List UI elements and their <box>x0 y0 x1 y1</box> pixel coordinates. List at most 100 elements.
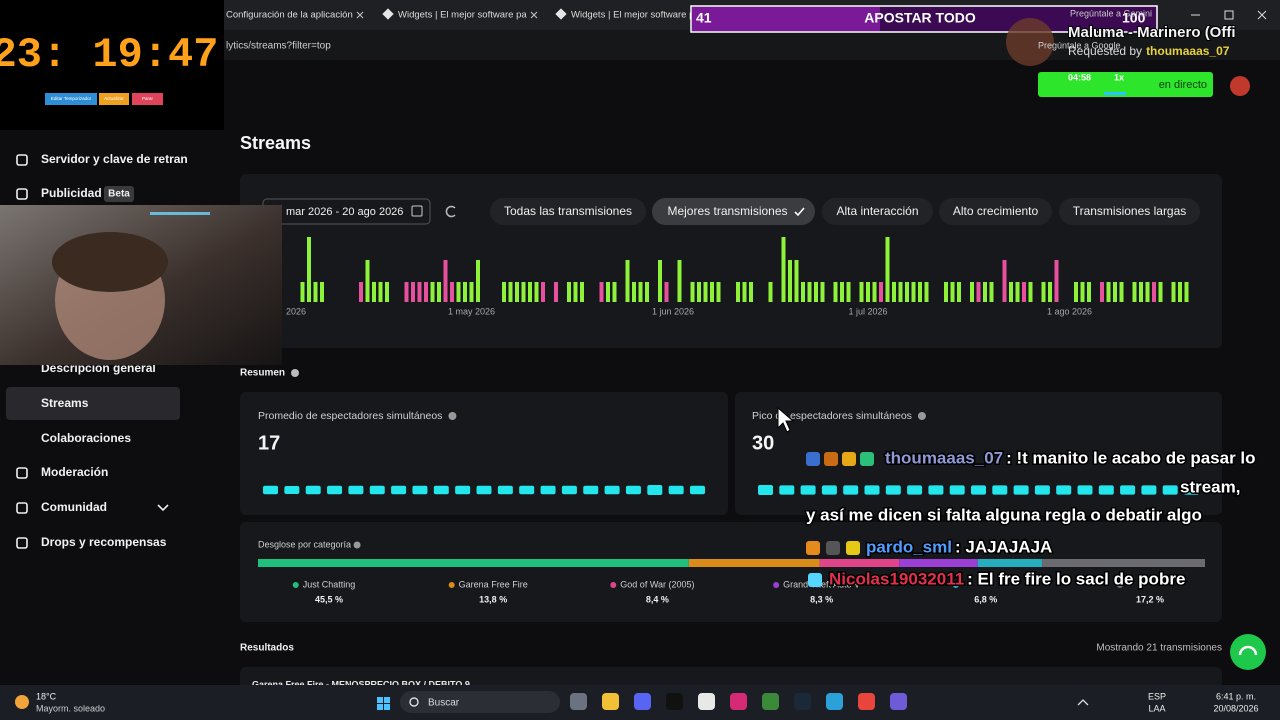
stream-bar[interactable] <box>534 282 539 302</box>
search-box[interactable] <box>400 691 560 713</box>
refresh-icon[interactable] <box>445 205 456 218</box>
filter-button[interactable] <box>939 198 1052 225</box>
window-close[interactable] <box>1257 10 1267 20</box>
stream-bar[interactable] <box>690 282 695 302</box>
stream-bar[interactable] <box>924 282 929 302</box>
stream-bar[interactable] <box>970 282 974 302</box>
stream-bar[interactable] <box>983 282 987 302</box>
stream-bar[interactable] <box>645 282 649 302</box>
filter-button[interactable] <box>652 198 815 225</box>
stream-bar[interactable] <box>1080 282 1085 302</box>
google-button[interactable]: Pregúntale a Google <box>1038 40 1121 50</box>
stream-bar[interactable] <box>320 282 324 302</box>
stream-bar[interactable] <box>1113 282 1117 302</box>
stream-bar[interactable] <box>1158 282 1163 302</box>
stream-bar[interactable] <box>911 282 916 302</box>
browser-tab[interactable]: Widgets | El mejor software pa <box>571 10 700 21</box>
start-logo[interactable] <box>384 697 390 703</box>
stream-bar[interactable] <box>859 282 864 302</box>
stream-bar[interactable] <box>625 260 630 302</box>
filter-button[interactable] <box>822 198 933 225</box>
filter-button[interactable] <box>490 198 646 225</box>
stream-bar[interactable] <box>950 282 955 302</box>
stream-bar[interactable] <box>1106 282 1111 302</box>
stream-bar[interactable] <box>989 282 994 302</box>
stream-bar[interactable] <box>1119 282 1124 302</box>
taskbar-app[interactable] <box>858 693 875 710</box>
stream-bar[interactable] <box>502 282 506 302</box>
filter-label[interactable]: Alto crecimiento <box>953 204 1039 218</box>
stream-bar[interactable] <box>846 282 851 302</box>
taskbar-app[interactable] <box>666 693 683 710</box>
stream-bar[interactable] <box>404 282 409 302</box>
support-button[interactable] <box>1230 634 1266 670</box>
timer-button-label[interactable]: Actualizar <box>104 96 124 101</box>
stream-bar[interactable] <box>307 237 311 302</box>
taskbar-app[interactable] <box>570 693 587 710</box>
live-button-label[interactable]: en directo <box>1159 79 1207 91</box>
stream-bar[interactable] <box>508 282 513 302</box>
stream-bar[interactable] <box>1041 282 1046 302</box>
stream-bar[interactable] <box>1048 282 1052 302</box>
stream-bar[interactable] <box>1009 282 1013 302</box>
sidebar-item[interactable]: Drops y recompensas <box>41 535 167 549</box>
filter-label[interactable]: Transmisiones largas <box>1073 204 1187 218</box>
stream-bar[interactable] <box>905 282 909 302</box>
profile-avatar[interactable] <box>1230 76 1250 96</box>
stream-bar[interactable] <box>443 260 448 302</box>
stream-bar[interactable] <box>1074 282 1078 302</box>
stream-bar[interactable] <box>378 282 383 302</box>
sidebar-item[interactable]: Colaboraciones <box>41 431 131 445</box>
stream-bar[interactable] <box>742 282 747 302</box>
taskbar-app[interactable] <box>698 693 715 710</box>
start-logo[interactable] <box>377 704 383 710</box>
timer-button[interactable] <box>132 93 163 105</box>
stream-bar[interactable] <box>1152 282 1156 302</box>
stream-bar[interactable] <box>1145 282 1150 302</box>
stream-bar[interactable] <box>1054 260 1059 302</box>
stream-bar[interactable] <box>632 282 636 302</box>
stream-bar[interactable] <box>424 282 428 302</box>
stream-bar[interactable] <box>820 282 825 302</box>
stream-bar[interactable] <box>1022 282 1026 302</box>
taskbar-app[interactable] <box>730 693 747 710</box>
tab-close[interactable] <box>356 11 364 19</box>
stream-bar[interactable] <box>567 282 571 302</box>
timer-button[interactable] <box>99 93 129 105</box>
stream-bar[interactable] <box>710 282 714 302</box>
sidebar-item[interactable]: Moderación <box>41 465 108 479</box>
filter-label[interactable]: Mejores transmisiones <box>667 204 787 218</box>
stream-bar[interactable] <box>528 282 532 302</box>
window-maximize[interactable] <box>1224 10 1234 20</box>
stream-bar[interactable] <box>463 282 467 302</box>
stream-bar[interactable] <box>417 282 422 302</box>
browser-tab[interactable]: Configuración de la aplicación <box>226 10 353 21</box>
stream-bar[interactable] <box>359 282 363 302</box>
sidebar-item[interactable]: Publicidad <box>41 186 102 200</box>
stream-bar[interactable] <box>872 282 877 302</box>
start-logo[interactable] <box>384 704 390 710</box>
stream-bar[interactable] <box>664 282 669 302</box>
stream-bar[interactable] <box>1028 282 1033 302</box>
timer-button-label[interactable]: Parar <box>142 96 154 101</box>
stream-bar[interactable] <box>898 282 903 302</box>
filter-label[interactable]: Alta interacción <box>836 204 918 218</box>
taskbar-app[interactable] <box>602 693 619 710</box>
stream-bar[interactable] <box>372 282 376 302</box>
stream-bar[interactable] <box>801 282 805 302</box>
stream-bar[interactable] <box>892 282 896 302</box>
stream-bar[interactable] <box>1184 282 1189 302</box>
taskbar-app[interactable] <box>826 693 843 710</box>
stream-bar[interactable] <box>840 282 844 302</box>
stream-bar[interactable] <box>430 282 435 302</box>
tab-close[interactable] <box>530 11 538 19</box>
live-button[interactable] <box>1038 72 1213 97</box>
filter-label[interactable]: Todas las transmisiones <box>504 204 632 218</box>
stream-bar[interactable] <box>1132 282 1137 302</box>
stream-bar[interactable] <box>944 282 948 302</box>
sidebar-item[interactable]: Comunidad <box>41 500 107 514</box>
stream-bar[interactable] <box>885 237 890 302</box>
stream-bar[interactable] <box>716 282 721 302</box>
taskbar-app[interactable] <box>794 693 811 710</box>
timer-button-label[interactable]: Editar Temporizador <box>51 96 92 101</box>
